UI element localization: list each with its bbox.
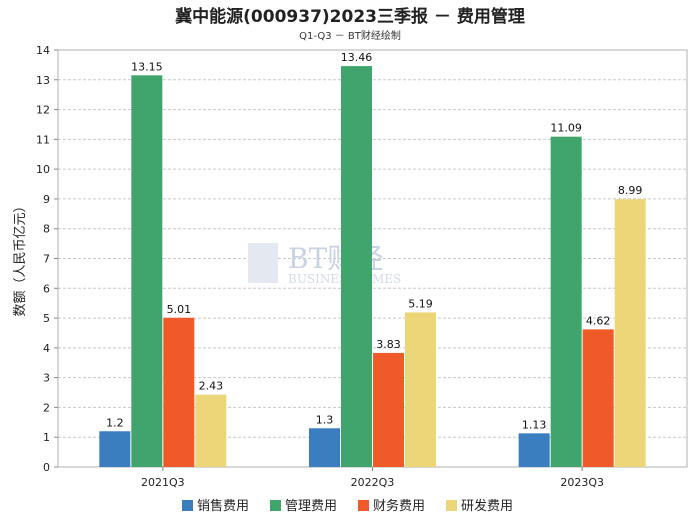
bar — [518, 433, 550, 467]
data-label: 1.13 — [522, 418, 547, 431]
legend-swatch — [270, 500, 281, 511]
chart-title: 冀中能源(000937)2023三季报 － 费用管理 — [175, 7, 525, 27]
watermark: BT财经 BUSINESS TIMES — [248, 242, 401, 286]
y-tick-label: 0 — [43, 461, 50, 474]
bar — [582, 329, 614, 467]
y-axis-title: 数额（人民币亿元） — [13, 199, 28, 316]
legend-label: 销售费用 — [197, 498, 249, 514]
y-tick-label: 5 — [43, 312, 50, 325]
data-label: 5.19 — [408, 297, 433, 310]
data-label: 13.46 — [341, 51, 373, 64]
y-tick-label: 1 — [43, 431, 50, 444]
watermark-logo — [248, 243, 278, 283]
legend-swatch — [446, 500, 457, 511]
data-label: 3.83 — [376, 338, 401, 351]
x-tick-label: 2021Q3 — [141, 476, 185, 489]
data-label: 13.15 — [131, 60, 163, 73]
data-label: 5.01 — [167, 303, 192, 316]
bar — [341, 66, 372, 467]
y-tick-label: 11 — [36, 133, 50, 146]
data-label: 8.99 — [618, 184, 643, 197]
y-tick-label: 14 — [36, 44, 50, 57]
chart-subtitle: Q1-Q3 － BT财经绘制 — [299, 31, 401, 42]
y-tick-label: 6 — [43, 282, 50, 295]
y-tick-label: 13 — [36, 74, 50, 87]
y-tick-label: 3 — [43, 372, 50, 385]
bar — [131, 75, 163, 467]
legend-swatch — [182, 500, 193, 511]
data-label: 1.2 — [106, 416, 124, 429]
y-tick-label: 2 — [43, 401, 50, 414]
y-tick-label: 4 — [43, 342, 50, 355]
y-tick-label: 10 — [36, 163, 50, 176]
legend-label: 管理费用 — [285, 499, 337, 514]
legend-label: 研发费用 — [461, 498, 513, 514]
bar — [163, 317, 195, 467]
legend-swatch — [358, 500, 369, 511]
bar — [373, 352, 404, 467]
y-tick-label: 8 — [43, 223, 50, 236]
x-tick-label: 2023Q3 — [560, 476, 604, 489]
bar — [614, 199, 646, 467]
legend-label: 财务费用 — [373, 498, 425, 514]
bar — [405, 312, 436, 467]
x-axis-ticks: 2021Q3 2022Q3 2023Q3 — [141, 467, 604, 489]
legend: 销售费用 管理费用 财务费用 研发费用 — [182, 498, 513, 514]
bar — [99, 431, 131, 467]
data-label: 4.62 — [586, 314, 611, 327]
bar — [550, 136, 582, 467]
bar — [195, 394, 227, 467]
y-tick-label: 12 — [36, 104, 50, 117]
x-tick-label: 2022Q3 — [351, 476, 395, 489]
y-tick-label: 7 — [43, 253, 50, 266]
bar — [309, 428, 340, 467]
data-label: 2.43 — [199, 380, 224, 393]
bars: 1.2 13.15 5.01 2.43 1.3 13.46 3.83 5.19 1.13 11.0… — [99, 51, 646, 467]
y-tick-label: 9 — [43, 193, 50, 206]
data-label: 11.09 — [550, 122, 582, 135]
data-label: 1.3 — [316, 413, 334, 426]
